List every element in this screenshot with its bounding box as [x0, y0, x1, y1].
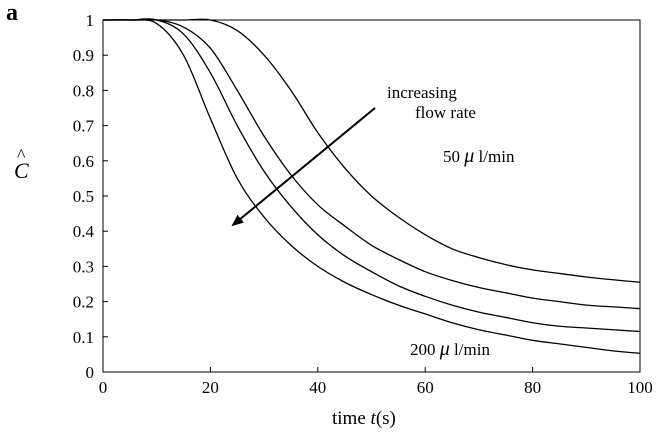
- series-lines: [102, 18, 641, 354]
- label-50-value: 50: [443, 147, 464, 166]
- x-tick-label: 80: [524, 378, 541, 397]
- y-axis-label-accent: ^: [17, 145, 26, 165]
- label-200-unit: l/min: [450, 340, 491, 359]
- y-tick-label: 0.8: [73, 81, 94, 100]
- x-axis-label-unit: (s): [375, 408, 396, 429]
- label-50-mu: μ: [463, 145, 474, 167]
- label-200-value: 200: [410, 340, 440, 359]
- arrow-text-increasing: increasing: [387, 83, 457, 102]
- series-line-4: [102, 18, 641, 283]
- label-50-unit: l/min: [474, 147, 515, 166]
- y-axis-label: ^ C: [14, 145, 29, 184]
- series-line-3: [102, 18, 641, 310]
- y-tick-label: 1: [86, 11, 95, 30]
- y-tick-label: 0.9: [73, 46, 94, 65]
- y-tick-label: 0.3: [73, 257, 94, 276]
- y-tick-label: 0: [86, 363, 95, 382]
- y-tick-label: 0.6: [73, 152, 94, 171]
- x-tick-label: 20: [202, 378, 219, 397]
- arrow-text-flow-rate: flow rate: [415, 103, 476, 122]
- x-axis-label-prefix: time: [332, 408, 371, 429]
- y-tick-label: 0.2: [73, 293, 94, 312]
- series-line-2: [102, 18, 641, 333]
- x-tick-label: 100: [627, 378, 653, 397]
- x-axis-label-variable: t: [370, 408, 376, 429]
- y-axis-label-text: C: [14, 158, 29, 183]
- y-tick-label: 0.4: [73, 222, 95, 241]
- x-axis-label: time t(s): [332, 408, 396, 430]
- label-200-mu: μ: [439, 338, 450, 360]
- y-tick-label: 0.1: [73, 328, 94, 347]
- x-tick-label: 0: [99, 378, 108, 397]
- y-tick-label: 0.7: [73, 117, 95, 136]
- label-200-ul-min: 200 μ l/min: [410, 338, 490, 360]
- y-axis: 0 0.1 0.2 0.3 0.4 0.5 0.6 0.7 0.8 0.9 1: [73, 11, 108, 382]
- x-tick-label: 60: [417, 378, 434, 397]
- y-tick-label: 0.5: [73, 187, 94, 206]
- x-tick-label: 40: [309, 378, 326, 397]
- x-axis: 0 20 40 60 80 100: [99, 367, 653, 397]
- flow-rate-arrow: [231, 107, 376, 227]
- series-line-1: [102, 19, 641, 354]
- label-50-ul-min: 50 μ l/min: [443, 145, 515, 167]
- panel-letter: a: [6, 0, 18, 26]
